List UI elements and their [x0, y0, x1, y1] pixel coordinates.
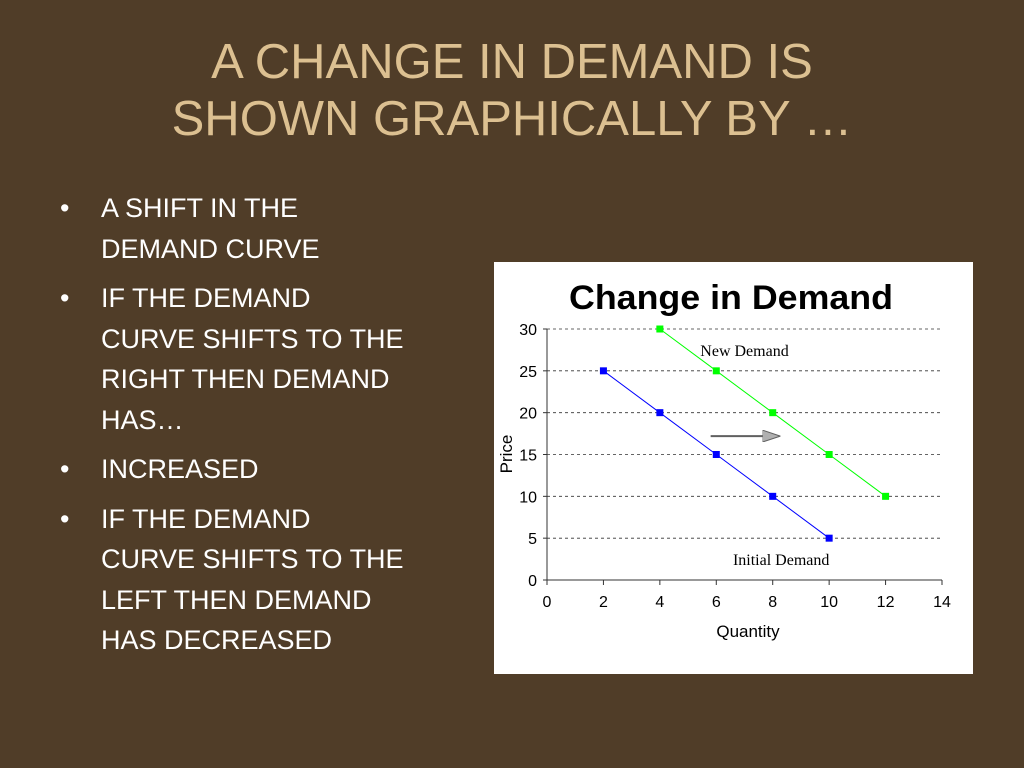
- data-point: [825, 451, 833, 458]
- bullet-line: RIGHT THEN DEMAND: [101, 364, 390, 394]
- y-axis-label: Price: [497, 435, 516, 474]
- data-point: [599, 367, 607, 375]
- bullet-item: • IF THE DEMAND CURVE SHIFTS TO THE RIGHT T…: [60, 278, 490, 440]
- bullet-line: INCREASED: [101, 454, 259, 484]
- x-tick-label: 14: [933, 594, 951, 611]
- bullet-item: • A SHIFT IN THE DEMAND CURVE: [60, 188, 490, 269]
- data-point: [769, 409, 777, 417]
- bullet-line: DEMAND CURVE: [101, 233, 320, 264]
- slide-title-line-1: A CHANGE IN DEMAND IS: [211, 35, 813, 89]
- data-point: [882, 492, 890, 500]
- bullet-line: CURVE SHIFTS TO THE: [101, 544, 404, 574]
- x-axis-label: Quantity: [716, 622, 780, 641]
- y-tick-label: 15: [519, 448, 537, 465]
- x-tick-label: 10: [820, 594, 838, 611]
- slide-title: A CHANGE IN DEMAND IS SHOWN GRAPHICALLY …: [60, 34, 964, 148]
- x-tick-label: 4: [655, 594, 664, 611]
- x-tick-label: 2: [599, 594, 608, 611]
- data-point: [656, 325, 664, 333]
- bullet-line: HAS…: [101, 404, 184, 435]
- y-tick-label: 20: [519, 406, 537, 423]
- bullet-line: LEFT THEN DEMAND: [101, 584, 372, 615]
- bullet-line: CURVE SHIFTS TO THE: [101, 323, 404, 354]
- bullet-dot-icon: •: [60, 193, 70, 223]
- y-tick-label: 5: [528, 531, 537, 548]
- bullet-list: • A SHIFT IN THE DEMAND CURVE • IF THE DEMAN…: [60, 188, 490, 670]
- data-point: [712, 451, 720, 458]
- series-annotation: New Demand: [700, 343, 788, 360]
- bullet-line: IF THE DEMAND: [101, 283, 311, 313]
- y-tick-label: 10: [519, 489, 537, 506]
- bullet-line: HAS DECREASED: [101, 625, 333, 655]
- data-point: [712, 367, 720, 375]
- x-tick-label: 12: [877, 594, 895, 611]
- bullet-dot-icon: •: [60, 283, 70, 313]
- bullet-line: A SHIFT IN THE: [101, 193, 299, 223]
- slide-title-line-2: SHOWN GRAPHICALLY BY …: [171, 92, 853, 146]
- bullet-item: • INCREASED: [60, 449, 490, 490]
- data-point: [825, 534, 833, 542]
- data-point: [656, 409, 664, 417]
- bullet-line: IF THE DEMAND: [101, 503, 311, 534]
- x-tick-label: 6: [712, 594, 721, 611]
- bullet-item: • IF THE DEMAND CURVE SHIFTS TO THE LEFT TH…: [60, 499, 490, 661]
- y-tick-label: 30: [519, 322, 537, 339]
- x-tick-label: 8: [768, 594, 777, 611]
- y-tick-label: 25: [519, 364, 537, 381]
- change-in-demand-chart: Change in Demand 0 5 10 15 20 25 30 0 2 4 6 8 10 12 14 Q…: [494, 262, 973, 674]
- bullet-dot-icon: •: [60, 503, 70, 534]
- x-tick-label: 0: [543, 594, 552, 611]
- chart-svg: Change in Demand 0 5 10 15 20 25 30 0 2 4 6 8 10 12 14 Q…: [497, 279, 951, 641]
- data-point: [769, 492, 777, 500]
- y-tick-label: 0: [528, 573, 537, 590]
- series-annotation: Initial Demand: [733, 552, 829, 569]
- bullet-dot-icon: •: [60, 454, 70, 484]
- chart-title: Change in Demand: [569, 279, 893, 317]
